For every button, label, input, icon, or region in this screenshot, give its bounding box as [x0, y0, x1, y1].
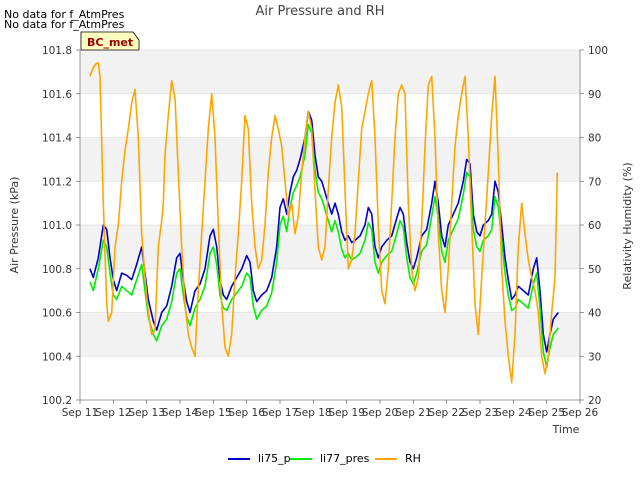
background-band [80, 50, 580, 94]
site-badge: BC_met [80, 31, 140, 51]
y-tick-label: 101.6 [42, 89, 72, 101]
background-band [80, 312, 580, 357]
legend-item-li75-p: li75_p [228, 452, 291, 465]
y2-tick-label: 40 [588, 308, 601, 320]
y2-tick-label: 90 [588, 89, 601, 101]
y2-tick-label: 50 [588, 264, 601, 276]
y2-tick-label: 20 [588, 395, 601, 407]
y-tick-label: 100.6 [42, 308, 72, 320]
legend-item-li77-pres: li77_pres [290, 452, 369, 465]
y2-axis-ticks: 20 30 40 50 60 70 80 90 100 [580, 45, 608, 407]
chart-title: Air Pressure and RH [255, 4, 384, 19]
x-tick-label: Sep 19 [328, 407, 365, 419]
x-tick-label: Sep 20 [362, 407, 399, 419]
x-tick-label: Sep 12 [95, 407, 132, 419]
x-tick-label: Sep 24 [495, 407, 532, 419]
x-tick-label: Sep 16 [228, 407, 265, 419]
y-tick-label: 101.2 [42, 176, 72, 188]
legend-swatch-li75-p [228, 457, 250, 460]
y-axis-ticks: 100.2 100.4 100.6 100.8 101.0 101.2 101.4 101.6… [42, 45, 80, 407]
y-axis-label: Air Pressure (kPa) [8, 177, 21, 274]
x-tick-label: Sep 23 [462, 407, 499, 419]
legend-item-rh: RH [375, 452, 421, 465]
y-tick-label: 100.2 [42, 395, 72, 407]
y2-tick-label: 100 [588, 45, 608, 57]
series-line-li75-p [89, 110, 559, 353]
site-badge-label: BC_met [87, 36, 133, 49]
x-tick-label: Sep 25 [528, 407, 565, 419]
x-tick-label: Sep 18 [295, 407, 332, 419]
x-axis-label: Time [552, 423, 580, 436]
x-tick-label: Sep 26 [562, 407, 599, 419]
x-tick-label: Sep 15 [195, 407, 232, 419]
x-tick-label: Sep 11 [62, 407, 99, 419]
y2-axis-label: Relativity Humidity (%) [621, 162, 634, 289]
y-tick-label: 100.8 [42, 264, 72, 276]
y2-tick-label: 60 [588, 220, 601, 232]
y2-tick-label: 80 [588, 133, 601, 145]
no-data-notice-2: No data for f_AtmPres [4, 18, 125, 31]
series-lines [89, 62, 559, 384]
series-line-rh [89, 62, 559, 384]
x-tick-label: Sep 21 [395, 407, 432, 419]
legend: li75_p li77_pres RH [0, 452, 640, 468]
x-tick-label: Sep 17 [262, 407, 299, 419]
legend-swatch-li77-pres [290, 457, 312, 460]
no-data-notice-1: No data for f_AtmPres [4, 8, 125, 21]
y2-tick-label: 30 [588, 351, 601, 363]
legend-label-li75-p: li75_p [258, 452, 291, 465]
x-tick-label: Sep 13 [128, 407, 165, 419]
legend-label-rh: RH [405, 452, 421, 465]
x-tick-label: Sep 14 [162, 407, 199, 419]
background-band [80, 225, 580, 269]
y-tick-label: 101.8 [42, 45, 72, 57]
legend-label-li77-pres: li77_pres [320, 452, 370, 465]
grid-lines [80, 49, 580, 401]
y2-tick-label: 70 [588, 176, 601, 188]
y-tick-label: 100.4 [42, 351, 72, 363]
legend-swatch-rh [375, 457, 397, 460]
x-tick-label: Sep 22 [428, 407, 465, 419]
y-tick-label: 101.0 [42, 220, 72, 232]
y-tick-label: 101.4 [42, 133, 72, 145]
